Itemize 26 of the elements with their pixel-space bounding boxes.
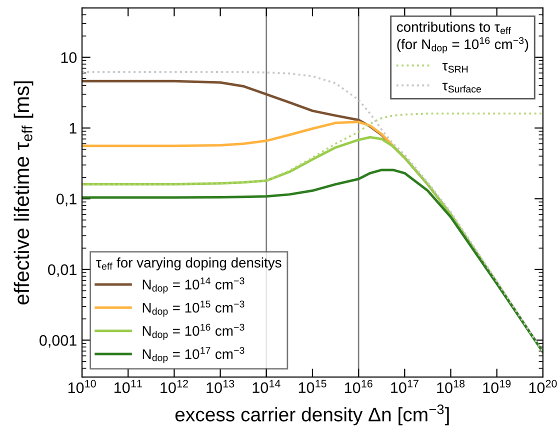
y-tick-label: 1 (70, 123, 76, 134)
y-axis-title: effective lifetime τ$_{eff}$ [ms] (14, 81, 34, 304)
y-tick-label: 0,001 (40, 335, 76, 348)
x-axis-title: excess carrier density Δn [cm$^{−3}$] (175, 404, 449, 426)
x-tick-label: 10$^{19}$ (483, 380, 511, 394)
legend-label: N$_{dop}$ = 10$^{15}$ cm$^{−3}$ (142, 300, 244, 317)
x-tick-label: 10$^{11}$ (114, 380, 142, 394)
legend-label: τ$_{Surface}$ (442, 82, 481, 93)
legend-label: N$_{dop}$ = 10$^{16}$ cm$^{−3}$ (142, 324, 244, 340)
x-tick-label: 10$^{17}$ (391, 380, 418, 394)
y-tick-label: 10 (61, 52, 77, 63)
x-tick-label: 10$^{15}$ (298, 380, 326, 394)
x-tick-label: 10$^{10}$ (68, 380, 96, 394)
text: τ$_{eff}$ for varying doping densitys (96, 257, 282, 270)
x-tick-label: 10$^{13}$ (206, 380, 234, 394)
x-tick-label: 10$^{16}$ (344, 380, 372, 394)
y-tick-label: 0,1 (56, 194, 76, 206)
x-tick-label: 10$^{14}$ (252, 380, 280, 394)
legend-label: N$_{dop}$ = 10$^{14}$ cm$^{−3}$ (142, 277, 244, 294)
x-tick-label: 10$^{12}$ (160, 380, 188, 394)
x-tick-label: 10$^{18}$ (437, 380, 465, 394)
text: contributions to τ$_{eff}$ (for N$_{dop}$ = 10$^{16}$ cm$^{−3}$) (396, 22, 528, 54)
x-tick-label: 10$^{20}$ (529, 380, 557, 394)
legend-label: τ$_{SRH}$ (442, 63, 468, 73)
y-tick-label: 0,01 (48, 264, 76, 277)
legend-label: N$_{dop}$ = 10$^{17}$ cm$^{−3}$ (142, 346, 244, 364)
